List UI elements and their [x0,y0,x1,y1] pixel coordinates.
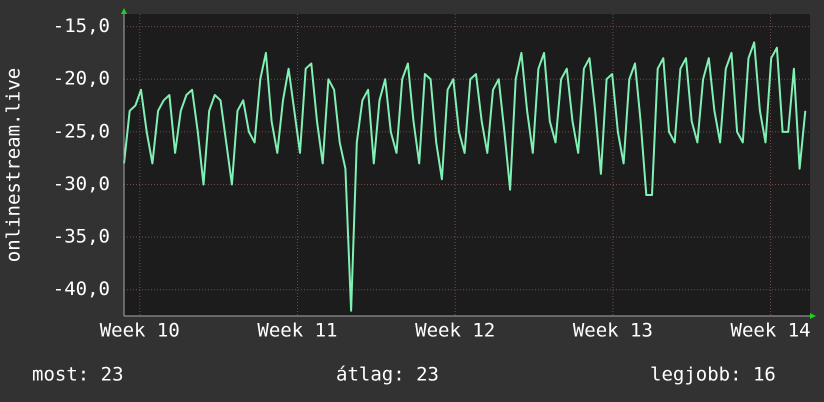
series-line [123,41,807,312]
y-axis-label: onlinestream.live [3,68,25,262]
x-tick-label: Week 14 [731,320,811,342]
footer-average: átlag: 23 [336,364,439,386]
y-tick-label: -35,0 [53,226,110,248]
y-arrow [121,8,127,14]
footer-best: legjobb: 16 [650,364,776,386]
y-tick-label: -25,0 [53,120,110,142]
x-tick-label: Week 10 [100,320,180,342]
plot [123,14,810,316]
plot-area [124,14,810,316]
x-tick-label: Week 13 [573,320,653,342]
y-tick-label: -15,0 [53,15,110,37]
y-tick-label: -20,0 [53,68,110,90]
x-tick-label: Week 11 [257,320,337,342]
footer-now: most: 23 [32,364,124,386]
y-tick-label: -40,0 [53,278,110,300]
y-tick-label: -30,0 [53,173,110,195]
x-arrow [810,313,816,319]
x-tick-label: Week 12 [415,320,495,342]
